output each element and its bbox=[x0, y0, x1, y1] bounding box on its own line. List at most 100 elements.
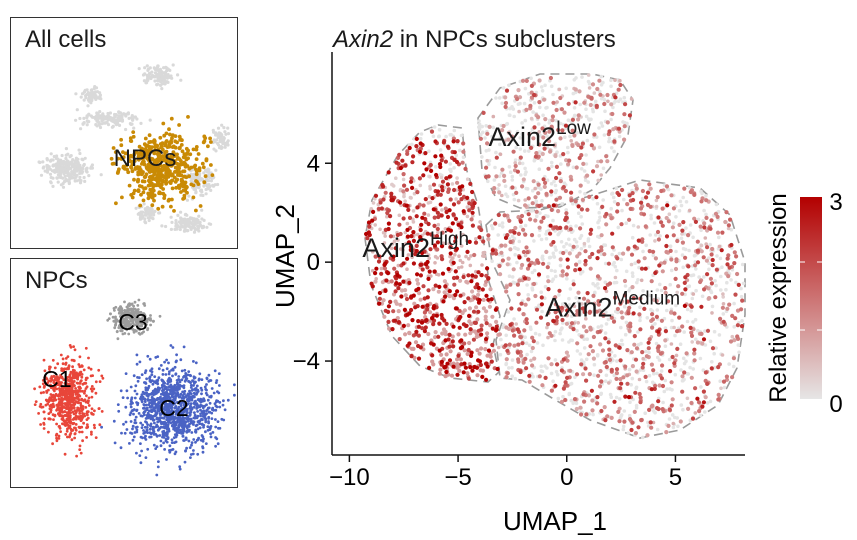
all-cells-point bbox=[116, 117, 120, 121]
umap-point bbox=[413, 305, 418, 310]
umap-point bbox=[596, 178, 600, 183]
umap-point bbox=[418, 227, 423, 233]
umap-point bbox=[430, 316, 435, 321]
umap-point bbox=[606, 99, 610, 104]
inset-all-cells-title: All cells bbox=[25, 26, 107, 53]
umap-point bbox=[584, 107, 588, 111]
umap-point bbox=[467, 201, 472, 206]
umap-point bbox=[585, 173, 590, 178]
umap-point bbox=[467, 257, 471, 261]
umap-point bbox=[395, 272, 400, 278]
umap-point bbox=[493, 307, 498, 312]
umap-point bbox=[544, 191, 549, 196]
umap-point bbox=[427, 365, 432, 370]
all-cells-point bbox=[64, 147, 68, 151]
umap-point bbox=[498, 152, 503, 157]
umap-point bbox=[455, 176, 459, 180]
umap-point bbox=[382, 314, 387, 319]
all-cells-point bbox=[194, 191, 198, 195]
all-cells-point bbox=[108, 111, 112, 115]
umap-point bbox=[422, 329, 427, 334]
umap-point bbox=[446, 266, 451, 272]
umap-point bbox=[486, 348, 492, 353]
umap-point bbox=[381, 184, 386, 189]
umap-point bbox=[590, 82, 596, 87]
umap-point bbox=[444, 134, 448, 139]
umap-point bbox=[428, 162, 433, 168]
umap-point bbox=[386, 319, 391, 324]
umap-point bbox=[469, 321, 474, 326]
umap-point bbox=[410, 318, 415, 323]
umap-point bbox=[451, 344, 456, 349]
umap-point bbox=[420, 215, 425, 220]
all-cells-point bbox=[190, 176, 195, 180]
umap-point bbox=[443, 374, 448, 379]
umap-point bbox=[470, 189, 475, 195]
umap-point bbox=[685, 307, 690, 312]
umap-point bbox=[479, 346, 484, 351]
umap-point bbox=[516, 198, 521, 203]
umap-point bbox=[467, 313, 472, 318]
umap-point bbox=[482, 254, 487, 258]
umap-point bbox=[594, 164, 600, 169]
all-cells-point bbox=[60, 167, 64, 171]
umap-point bbox=[622, 95, 627, 100]
umap-point bbox=[508, 170, 513, 174]
umap-point bbox=[477, 119, 481, 123]
umap-point bbox=[478, 220, 482, 224]
umap-point bbox=[643, 411, 647, 416]
umap-point bbox=[484, 174, 489, 179]
umap-point bbox=[500, 101, 504, 106]
umap-point bbox=[421, 284, 426, 289]
umap-point bbox=[435, 210, 440, 215]
umap-point bbox=[408, 179, 414, 184]
umap-point bbox=[534, 199, 539, 203]
umap-point bbox=[434, 172, 439, 178]
umap-point bbox=[462, 341, 467, 346]
umap-point bbox=[466, 296, 471, 301]
umap-point bbox=[479, 332, 484, 337]
umap-point bbox=[458, 148, 462, 153]
umap-point bbox=[418, 262, 423, 267]
umap-point bbox=[543, 117, 548, 122]
umap-point bbox=[731, 364, 736, 369]
umap-point bbox=[401, 323, 406, 328]
umap-point bbox=[389, 198, 394, 203]
umap-point bbox=[478, 362, 483, 368]
umap-point bbox=[507, 165, 512, 169]
umap-point bbox=[411, 346, 416, 351]
all-cells-point bbox=[73, 171, 77, 175]
all-cells-point bbox=[211, 183, 215, 187]
umap-point bbox=[428, 187, 433, 191]
all-cells-point bbox=[51, 184, 55, 188]
umap-point bbox=[418, 345, 423, 350]
umap-point bbox=[471, 309, 477, 314]
umap-point bbox=[401, 172, 406, 177]
all-cells-point bbox=[204, 192, 208, 196]
umap-point bbox=[584, 153, 588, 157]
umap-point bbox=[477, 122, 482, 127]
umap-point bbox=[416, 356, 422, 361]
all-cells-point bbox=[64, 160, 68, 164]
all-cells-point bbox=[79, 179, 83, 183]
all-cells-point bbox=[166, 67, 170, 71]
umap-point bbox=[388, 214, 393, 219]
umap-point bbox=[605, 120, 610, 125]
umap-point bbox=[578, 190, 582, 194]
umap-point bbox=[481, 251, 486, 255]
all-cells-point bbox=[105, 120, 109, 125]
umap-point bbox=[649, 213, 653, 218]
all-cells-point bbox=[214, 168, 218, 172]
umap-point bbox=[583, 191, 587, 196]
umap-point bbox=[503, 104, 508, 109]
umap-point bbox=[447, 289, 452, 294]
umap-point bbox=[597, 126, 601, 130]
all-cells-point bbox=[160, 74, 164, 78]
umap-point bbox=[598, 92, 603, 97]
umap-point bbox=[403, 293, 408, 298]
all-cells-point bbox=[101, 114, 105, 118]
all-cells-point bbox=[64, 156, 68, 161]
all-cells-point bbox=[197, 177, 201, 181]
umap-point bbox=[524, 186, 528, 191]
umap-point bbox=[434, 313, 439, 318]
